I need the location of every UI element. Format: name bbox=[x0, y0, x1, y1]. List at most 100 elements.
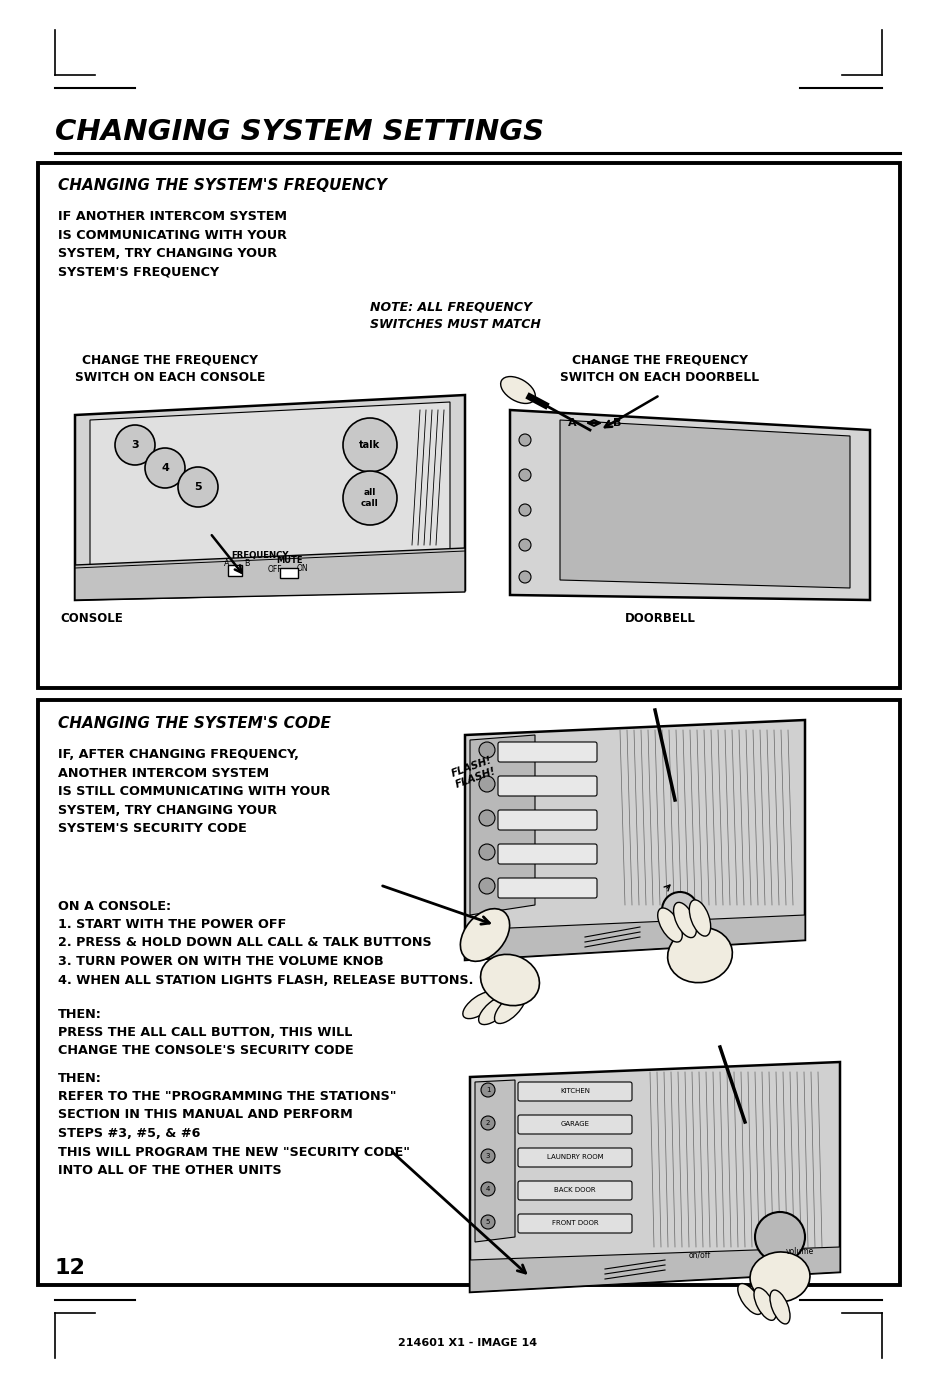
Circle shape bbox=[480, 1116, 494, 1130]
FancyBboxPatch shape bbox=[518, 1214, 631, 1233]
FancyBboxPatch shape bbox=[227, 565, 241, 576]
Text: all
call: all call bbox=[360, 489, 378, 508]
Text: BACK DOOR: BACK DOOR bbox=[553, 1187, 595, 1194]
Polygon shape bbox=[509, 409, 869, 600]
FancyBboxPatch shape bbox=[497, 879, 596, 898]
Text: FRONT DOOR: FRONT DOOR bbox=[551, 1220, 598, 1226]
Polygon shape bbox=[75, 548, 464, 600]
Circle shape bbox=[480, 1149, 494, 1163]
Text: FLASH!
FLASH!: FLASH! FLASH! bbox=[449, 755, 497, 790]
Ellipse shape bbox=[462, 991, 497, 1019]
Circle shape bbox=[478, 844, 494, 861]
Text: CONSOLE: CONSOLE bbox=[60, 612, 123, 625]
Circle shape bbox=[480, 1214, 494, 1228]
FancyBboxPatch shape bbox=[497, 844, 596, 863]
FancyBboxPatch shape bbox=[518, 1181, 631, 1201]
Polygon shape bbox=[475, 1080, 515, 1242]
Polygon shape bbox=[470, 736, 534, 915]
Circle shape bbox=[145, 448, 184, 489]
Circle shape bbox=[754, 1212, 804, 1262]
Text: B: B bbox=[612, 418, 621, 428]
Text: IF ANOTHER INTERCOM SYSTEM
IS COMMUNICATING WITH YOUR
SYSTEM, TRY CHANGING YOUR
: IF ANOTHER INTERCOM SYSTEM IS COMMUNICAT… bbox=[58, 210, 286, 279]
Text: LAUNDRY ROOM: LAUNDRY ROOM bbox=[546, 1153, 603, 1160]
Ellipse shape bbox=[478, 995, 511, 1024]
Text: on/off: on/off bbox=[688, 1251, 710, 1259]
Text: DOORBELL: DOORBELL bbox=[624, 612, 695, 625]
FancyBboxPatch shape bbox=[280, 568, 298, 577]
Circle shape bbox=[478, 743, 494, 758]
Circle shape bbox=[343, 418, 397, 472]
Text: 12: 12 bbox=[55, 1258, 86, 1278]
Text: REFER TO THE "PROGRAMMING THE STATIONS"
SECTION IN THIS MANUAL AND PERFORM
STEPS: REFER TO THE "PROGRAMMING THE STATIONS" … bbox=[58, 1090, 410, 1177]
Ellipse shape bbox=[667, 927, 732, 983]
Text: CHANGING SYSTEM SETTINGS: CHANGING SYSTEM SETTINGS bbox=[55, 118, 544, 146]
Ellipse shape bbox=[753, 1288, 775, 1320]
FancyBboxPatch shape bbox=[38, 700, 899, 1285]
Text: ON A CONSOLE:: ON A CONSOLE: bbox=[58, 899, 171, 913]
Text: 2: 2 bbox=[485, 1120, 490, 1126]
FancyBboxPatch shape bbox=[497, 776, 596, 795]
Text: GARAGE: GARAGE bbox=[560, 1122, 589, 1127]
Circle shape bbox=[115, 425, 154, 465]
Text: NOTE: ALL FREQUENCY
SWITCHES MUST MATCH: NOTE: ALL FREQUENCY SWITCHES MUST MATCH bbox=[370, 300, 540, 330]
Text: IF, AFTER CHANGING FREQUENCY,
ANOTHER INTERCOM SYSTEM
IS STILL COMMUNICATING WIT: IF, AFTER CHANGING FREQUENCY, ANOTHER IN… bbox=[58, 748, 329, 836]
Text: CHANGE THE FREQUENCY
SWITCH ON EACH CONSOLE: CHANGE THE FREQUENCY SWITCH ON EACH CONS… bbox=[75, 353, 265, 383]
Ellipse shape bbox=[657, 908, 681, 942]
Ellipse shape bbox=[769, 1289, 789, 1324]
Text: MUTE: MUTE bbox=[276, 555, 303, 565]
Text: A: A bbox=[224, 558, 229, 568]
Circle shape bbox=[519, 539, 531, 551]
Text: 1: 1 bbox=[485, 1087, 490, 1092]
Circle shape bbox=[478, 811, 494, 826]
Polygon shape bbox=[75, 396, 464, 600]
Text: CHANGING THE SYSTEM'S FREQUENCY: CHANGING THE SYSTEM'S FREQUENCY bbox=[58, 178, 387, 193]
Text: KITCHEN: KITCHEN bbox=[560, 1088, 590, 1094]
Circle shape bbox=[343, 471, 397, 525]
Circle shape bbox=[178, 466, 218, 507]
Text: 3: 3 bbox=[485, 1153, 490, 1159]
Circle shape bbox=[662, 892, 697, 929]
Circle shape bbox=[478, 776, 494, 793]
FancyBboxPatch shape bbox=[497, 743, 596, 762]
Text: 4: 4 bbox=[485, 1185, 490, 1192]
Circle shape bbox=[519, 570, 531, 583]
Text: 4: 4 bbox=[161, 464, 168, 473]
Text: THEN:: THEN: bbox=[58, 1072, 102, 1085]
Text: 5: 5 bbox=[194, 482, 201, 491]
Ellipse shape bbox=[689, 899, 709, 936]
Text: ON: ON bbox=[296, 564, 308, 572]
Ellipse shape bbox=[737, 1284, 761, 1314]
Circle shape bbox=[478, 879, 494, 894]
Text: CHANGE THE FREQUENCY
SWITCH ON EACH DOORBELL: CHANGE THE FREQUENCY SWITCH ON EACH DOOR… bbox=[560, 353, 759, 383]
Circle shape bbox=[480, 1083, 494, 1097]
Ellipse shape bbox=[460, 909, 509, 962]
Text: 1. START WITH THE POWER OFF
2. PRESS & HOLD DOWN ALL CALL & TALK BUTTONS
3. TURN: 1. START WITH THE POWER OFF 2. PRESS & H… bbox=[58, 917, 473, 987]
Text: CHANGING THE SYSTEM'S CODE: CHANGING THE SYSTEM'S CODE bbox=[58, 716, 330, 731]
Polygon shape bbox=[560, 421, 849, 589]
Polygon shape bbox=[464, 720, 804, 960]
Text: volume: volume bbox=[785, 1248, 813, 1256]
Ellipse shape bbox=[500, 376, 534, 404]
Text: FREQUENCY: FREQUENCY bbox=[231, 551, 288, 559]
Text: PRESS THE ALL CALL BUTTON, THIS WILL
CHANGE THE CONSOLE'S SECURITY CODE: PRESS THE ALL CALL BUTTON, THIS WILL CHA… bbox=[58, 1026, 353, 1058]
Polygon shape bbox=[470, 1062, 839, 1292]
FancyBboxPatch shape bbox=[518, 1083, 631, 1101]
Polygon shape bbox=[90, 403, 449, 580]
Text: 5: 5 bbox=[485, 1219, 490, 1226]
FancyBboxPatch shape bbox=[38, 162, 899, 688]
FancyBboxPatch shape bbox=[518, 1115, 631, 1134]
Ellipse shape bbox=[749, 1252, 809, 1302]
Circle shape bbox=[519, 504, 531, 516]
Circle shape bbox=[519, 469, 531, 482]
Text: THEN:: THEN: bbox=[58, 1008, 102, 1022]
FancyBboxPatch shape bbox=[497, 811, 596, 830]
Text: 3: 3 bbox=[131, 440, 139, 450]
Ellipse shape bbox=[494, 992, 525, 1023]
Polygon shape bbox=[470, 1246, 839, 1292]
Text: talk: talk bbox=[359, 440, 380, 450]
FancyBboxPatch shape bbox=[518, 1148, 631, 1167]
Circle shape bbox=[480, 1183, 494, 1196]
Circle shape bbox=[519, 434, 531, 446]
Ellipse shape bbox=[673, 902, 695, 938]
Text: 214601 X1 - IMAGE 14: 214601 X1 - IMAGE 14 bbox=[398, 1338, 537, 1348]
